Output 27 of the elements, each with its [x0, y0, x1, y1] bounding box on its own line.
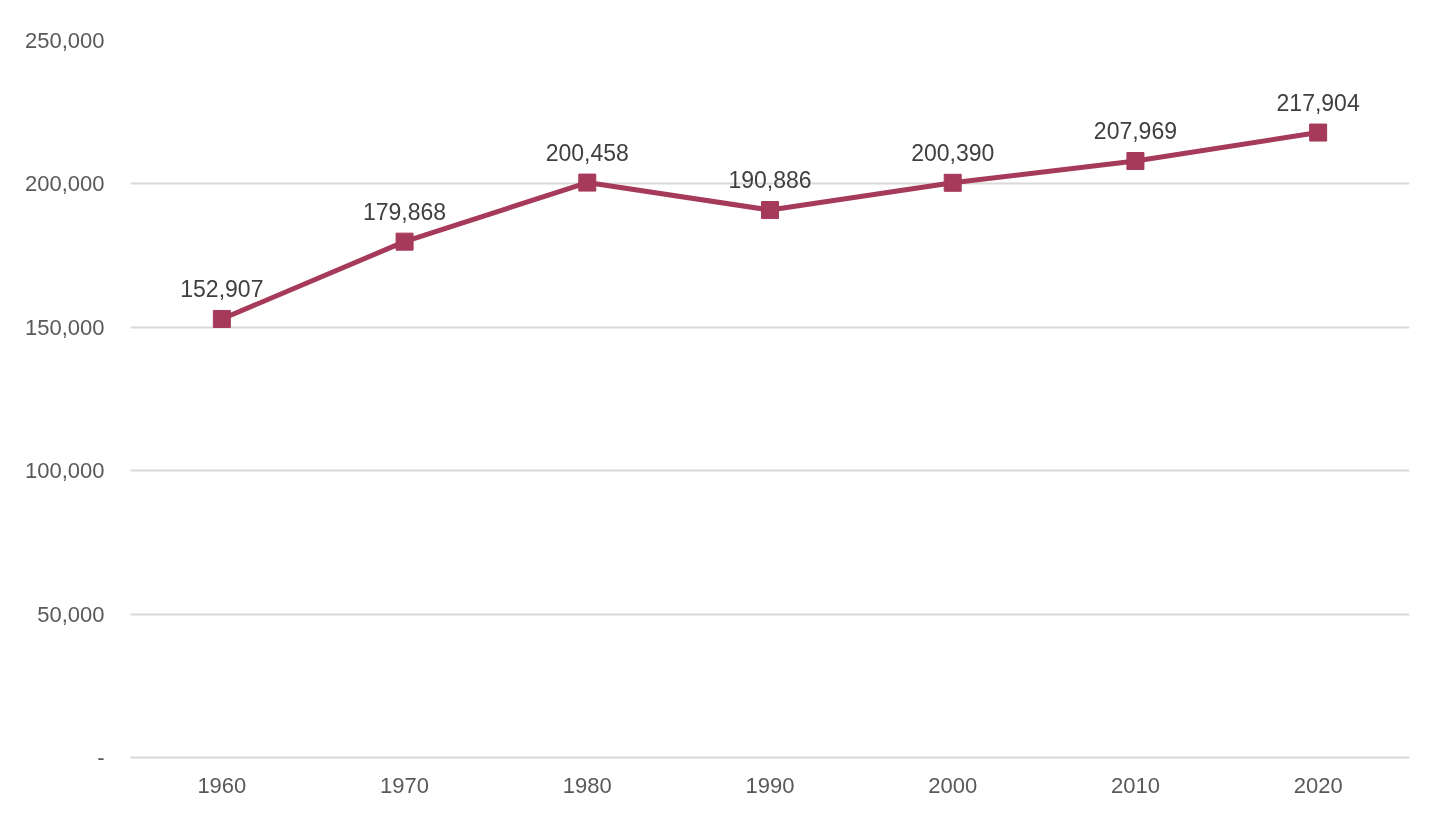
point: [1309, 123, 1328, 142]
data-label: 207,969: [1093, 118, 1177, 145]
data-label: 200,390: [911, 139, 995, 166]
point: [943, 173, 962, 192]
data-label: 152,907: [180, 275, 264, 302]
y-tick-label: -: [97, 745, 105, 770]
x-tick-label: 2000: [928, 772, 978, 798]
y-tick-label: 250,000: [24, 28, 105, 53]
data-label: 179,868: [363, 198, 447, 225]
x-tick-label: 2020: [1293, 772, 1343, 798]
x-tick-label: 1970: [380, 772, 430, 798]
data-label: 190,886: [728, 167, 812, 194]
y-tick-label: 200,000: [24, 171, 105, 197]
x-tick-label: 1980: [562, 772, 612, 798]
y-tick-label: 100,000: [24, 458, 105, 484]
x-tick-label: 2010: [1110, 772, 1160, 798]
point: [1126, 152, 1145, 171]
data-label: 200,458: [545, 139, 629, 166]
y-tick-label: 150,000: [24, 314, 105, 340]
y-tick-label: 50,000: [37, 601, 105, 627]
point: [212, 309, 231, 328]
point: [761, 201, 779, 220]
data-label: 217,904: [1276, 89, 1360, 116]
x-tick-label: 1960: [197, 772, 247, 798]
point: [395, 232, 414, 251]
point: [578, 173, 597, 192]
x-tick-label: 1990: [745, 772, 795, 798]
